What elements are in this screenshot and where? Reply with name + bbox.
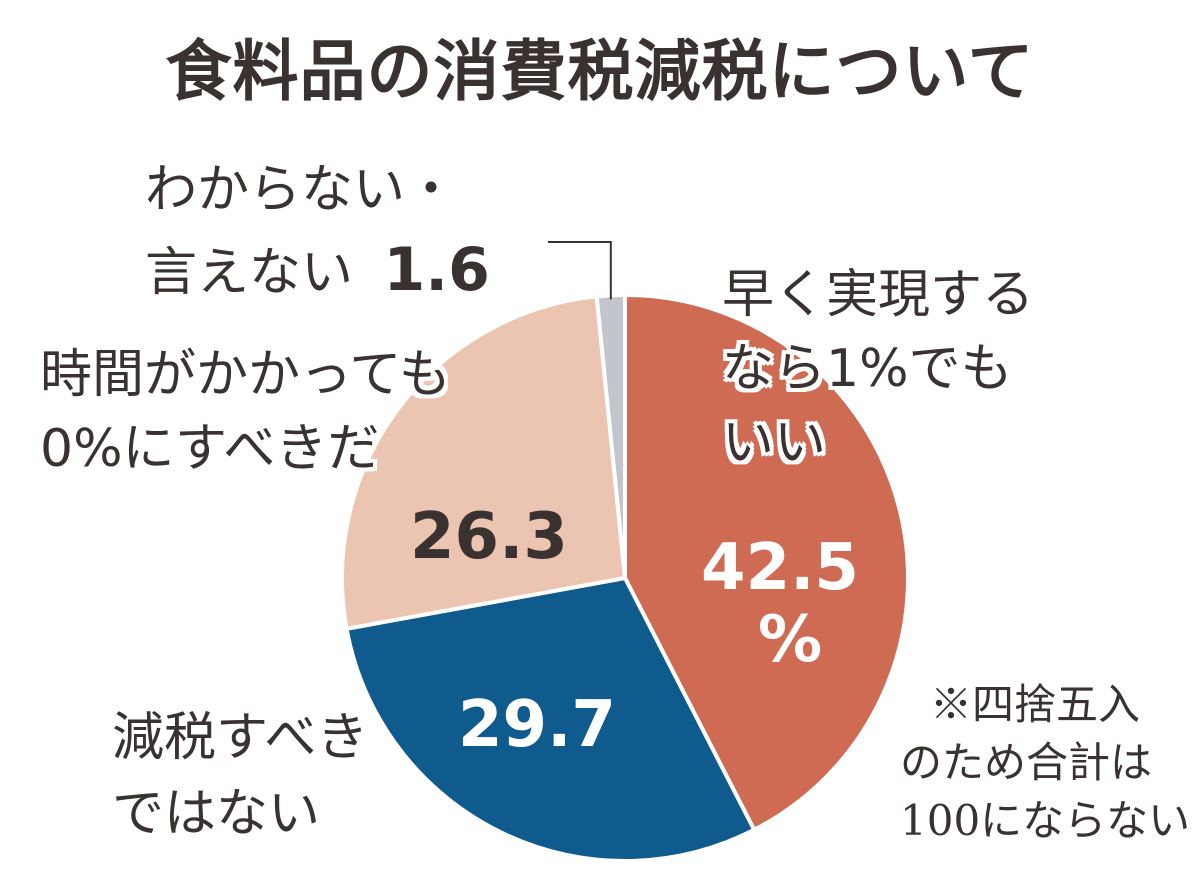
leader-line bbox=[548, 241, 612, 300]
slice-label-line: 時間がかかっても bbox=[40, 345, 451, 405]
chart-title: 食料品の消費税減税について bbox=[165, 33, 1035, 110]
slice-label-line: わからない・ bbox=[145, 160, 458, 220]
slice-value-no-cut: 29.7 bbox=[458, 688, 616, 762]
slice-label-line: ではない bbox=[112, 784, 321, 844]
slice-label-immediate: 早く実現する なら1%でも いい bbox=[722, 258, 1034, 480]
pie-slice-no-cut bbox=[344, 575, 757, 863]
footnote-line: 100にならない bbox=[900, 796, 1191, 845]
slice-label-line: 言えない 1.6 bbox=[145, 230, 490, 313]
footnote-line: ※四捨五入 bbox=[930, 680, 1141, 729]
slice-label-line: 減税すべき bbox=[112, 708, 369, 768]
slice-label-line: なら1%でも bbox=[722, 339, 1013, 399]
slice-value-unknown: 1.6 bbox=[383, 235, 490, 305]
slice-label-line: 言えない bbox=[145, 243, 354, 303]
slice-label-unknown: わからない・ 言えない 1.6 bbox=[145, 150, 490, 313]
slice-value-zero-percent: 26.3 bbox=[410, 500, 568, 574]
footnote: ※四捨五入 のため合計は 100にならない bbox=[900, 676, 1190, 850]
slice-label-no-cut: 減税すべき ではない bbox=[112, 700, 368, 852]
pie-slice-zero-percent bbox=[340, 294, 628, 632]
pie-slice-immediate bbox=[623, 292, 910, 833]
slice-value-immediate: 42.5 % bbox=[690, 532, 870, 676]
slice-label-line: 早く実現する bbox=[722, 265, 1035, 325]
slice-label-line: 0%にすべきだ bbox=[40, 419, 380, 479]
slice-value-number: 42.5 bbox=[701, 531, 859, 605]
slice-label-zero-percent: 時間がかかっても 0%にすべきだ bbox=[40, 338, 451, 486]
slice-value-unit: % bbox=[757, 603, 823, 677]
slice-label-line: いい bbox=[722, 413, 827, 473]
footnote-line: のため合計は bbox=[900, 738, 1153, 787]
